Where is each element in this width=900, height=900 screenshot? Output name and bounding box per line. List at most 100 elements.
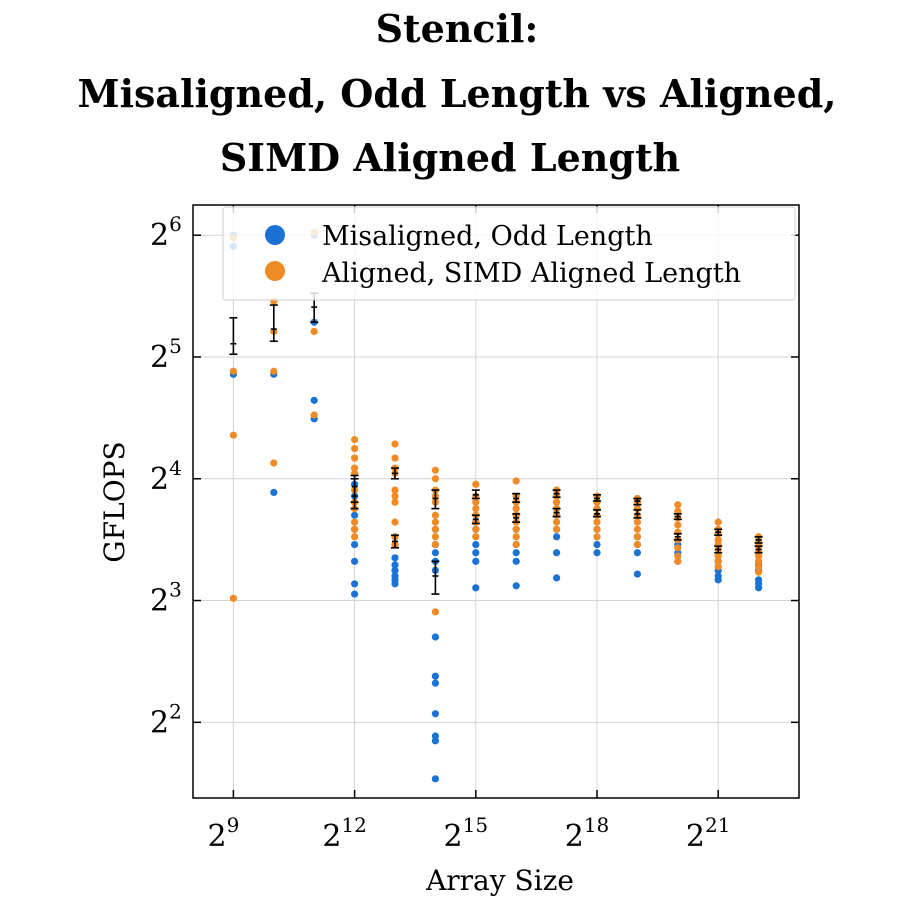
error-bar <box>714 528 723 537</box>
y-tick-label: 24 <box>150 456 182 497</box>
data-point <box>674 552 682 560</box>
data-point <box>633 525 642 533</box>
data-point <box>755 563 763 571</box>
data-point <box>755 552 763 560</box>
data-point <box>310 411 318 419</box>
data-point <box>472 533 480 541</box>
data-point <box>391 492 399 500</box>
data-point <box>714 518 722 526</box>
chart-title-line-2: Misaligned, Odd Length vs Aligned, <box>78 71 837 116</box>
x-tick-label: 215 <box>444 813 489 854</box>
data-point <box>674 544 682 552</box>
x-tick-label: 218 <box>565 813 610 854</box>
error-bar <box>754 535 763 544</box>
data-point <box>714 576 722 584</box>
data-point <box>351 557 359 565</box>
data-point <box>351 444 359 453</box>
y-tick-label: 22 <box>150 699 182 740</box>
data-point <box>472 584 480 592</box>
data-point <box>755 584 763 592</box>
error-bar <box>471 514 480 525</box>
data-point <box>351 518 359 526</box>
data-point <box>391 554 399 562</box>
data-point <box>553 549 561 557</box>
data-point <box>351 540 359 549</box>
legend-box <box>222 206 796 301</box>
data-point <box>714 563 722 571</box>
data-point <box>472 557 480 565</box>
error-bar <box>633 509 642 519</box>
data-point <box>593 540 601 549</box>
data-point <box>351 525 359 533</box>
legend-label-misaligned: Misaligned, Odd Length <box>322 221 653 252</box>
chart-title: Stencil: Misaligned, Odd Length vs Align… <box>78 6 837 180</box>
data-point <box>431 525 439 533</box>
error-bar <box>512 492 521 504</box>
data-point <box>593 549 601 557</box>
data-point <box>674 557 682 565</box>
data-point <box>674 501 682 509</box>
data-point <box>391 454 399 462</box>
x-axis-label: Array Size <box>425 864 574 897</box>
data-point <box>391 486 399 494</box>
data-point <box>472 549 480 557</box>
data-point <box>431 518 439 526</box>
data-point <box>351 454 359 462</box>
data-point <box>391 440 399 448</box>
x-tick-label: 29 <box>207 813 239 854</box>
error-bar <box>512 513 521 523</box>
data-point <box>351 435 359 444</box>
data-point <box>633 549 642 557</box>
error-bar <box>593 509 601 518</box>
x-tick-labels: 29 212 215 218 221 <box>207 813 730 854</box>
error-bar <box>714 545 723 554</box>
error-bar <box>269 304 278 343</box>
error-bar <box>754 545 763 554</box>
data-point <box>472 498 480 506</box>
data-point <box>633 533 642 541</box>
y-tick-label: 23 <box>150 578 182 619</box>
error-bar <box>431 560 440 595</box>
error-bar <box>229 316 238 356</box>
legend-label-aligned: Aligned, SIMD Aligned Length <box>321 258 741 289</box>
data-point <box>472 540 480 549</box>
data-point <box>633 540 642 549</box>
data-point <box>472 480 480 488</box>
x-tick-label: 221 <box>686 813 731 854</box>
data-point <box>431 710 439 718</box>
data-point <box>351 464 359 472</box>
legend-marker-misaligned <box>265 225 285 245</box>
data-point <box>431 540 439 549</box>
data-point <box>310 396 318 404</box>
data-point <box>593 518 601 526</box>
legend-marker-aligned <box>265 261 285 281</box>
y-tick-label: 26 <box>150 212 182 253</box>
data-point <box>310 327 318 336</box>
data-point <box>472 525 480 533</box>
chart-title-line-3: SIMD Aligned Length <box>220 135 680 180</box>
data-point <box>391 561 399 569</box>
data-point <box>553 533 561 541</box>
data-point <box>270 459 278 467</box>
error-bar <box>471 489 480 500</box>
data-point <box>391 566 399 574</box>
legend: Misaligned, Odd Length Aligned, SIMD Ali… <box>222 206 796 301</box>
error-bar <box>350 477 359 510</box>
data-point <box>351 590 359 598</box>
error-bar <box>673 532 682 541</box>
error-bar <box>552 507 561 518</box>
data-point <box>431 475 439 483</box>
plot-frame <box>192 204 800 799</box>
data-point <box>431 511 439 519</box>
data-point <box>431 608 439 616</box>
data-point <box>593 533 601 541</box>
error-bar <box>391 534 399 549</box>
data-point <box>229 367 237 375</box>
data-point <box>512 505 520 513</box>
data-point <box>633 518 642 526</box>
data-point <box>270 367 278 375</box>
data-point <box>674 521 682 529</box>
data-point <box>431 672 439 680</box>
data-point <box>229 594 237 602</box>
